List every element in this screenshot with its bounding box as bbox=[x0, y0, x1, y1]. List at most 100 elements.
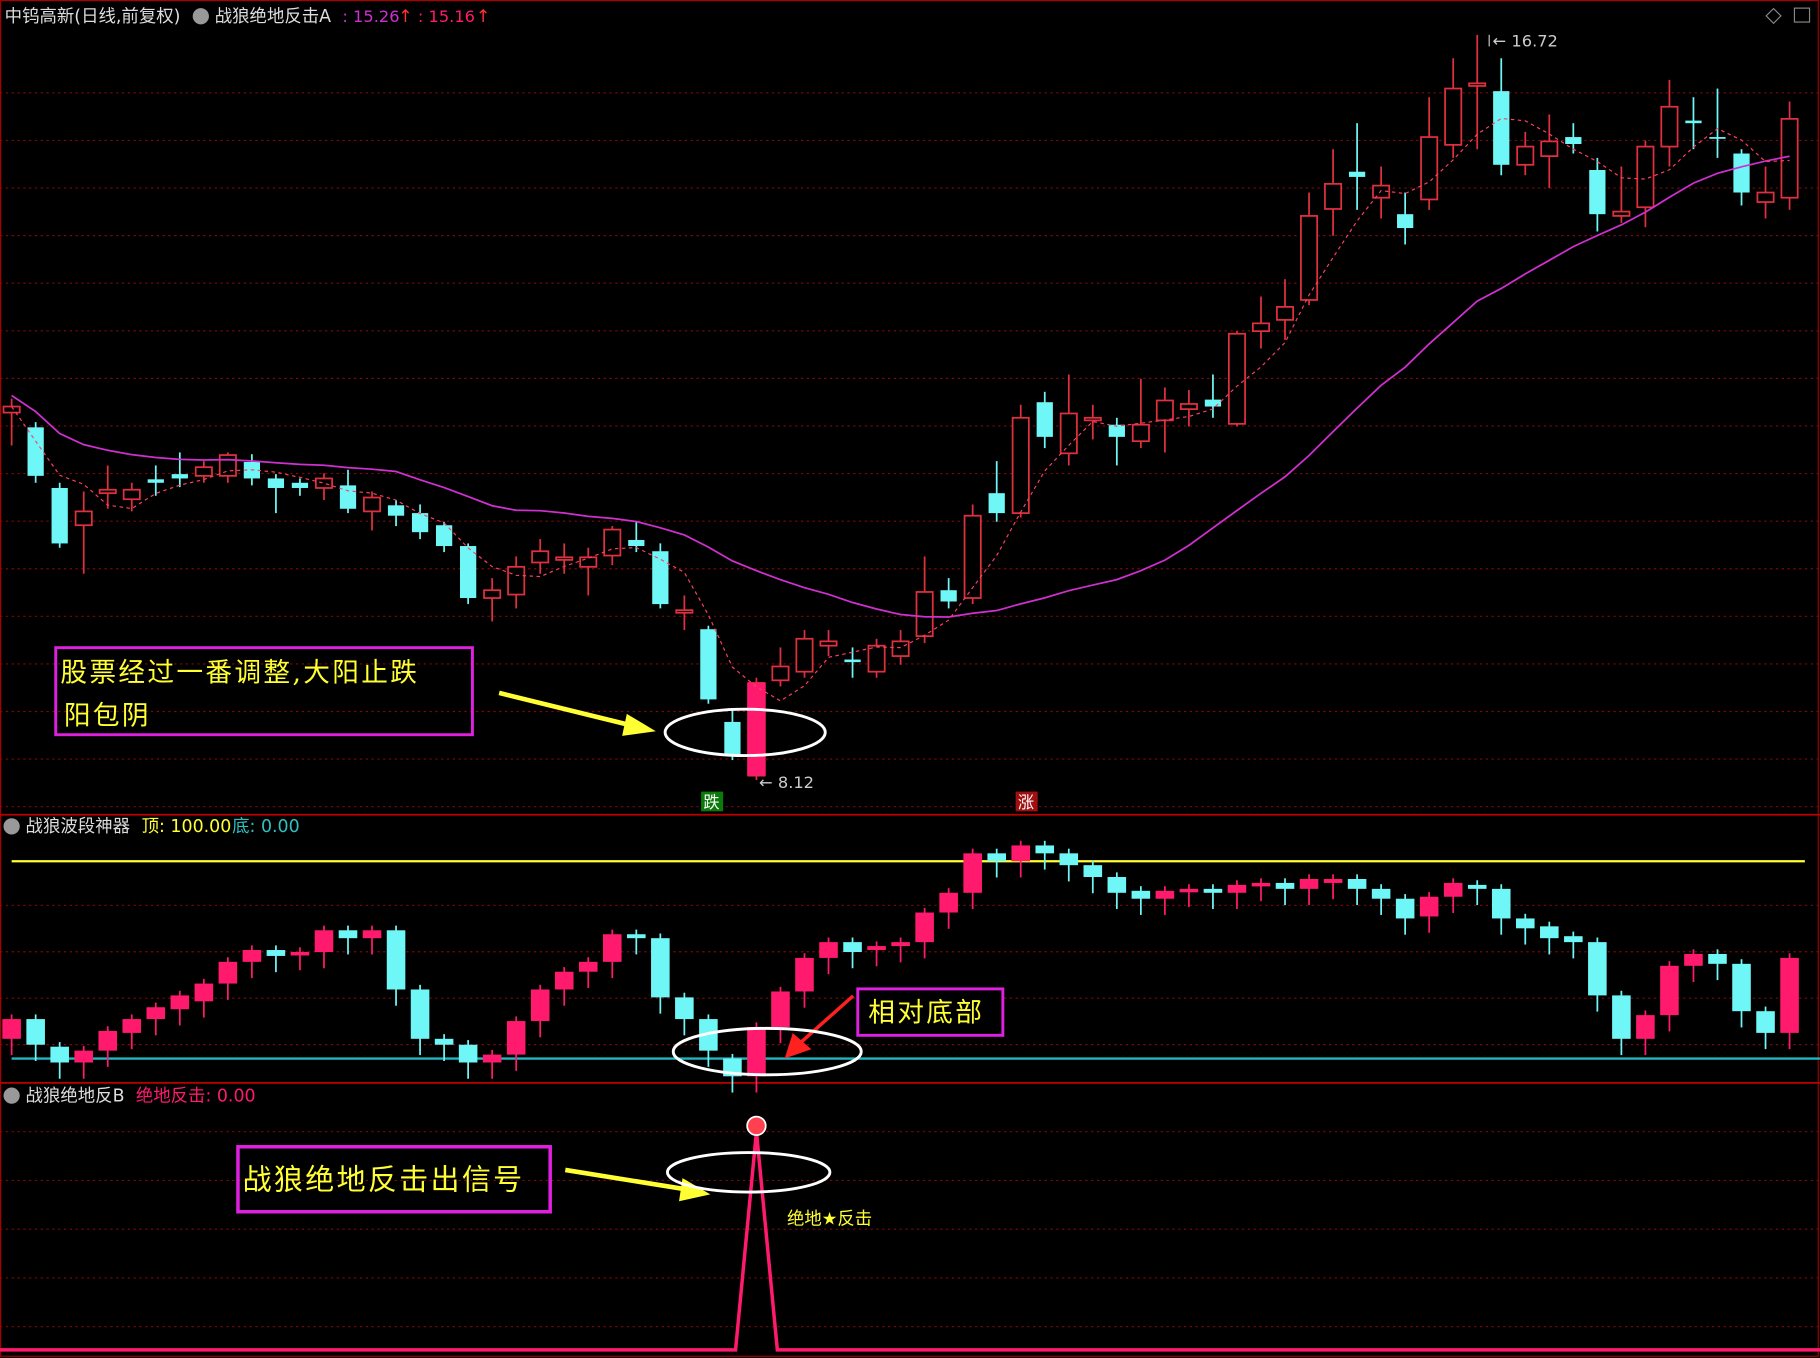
bar-down bbox=[1107, 877, 1127, 893]
candle-up bbox=[1780, 117, 1799, 199]
bar-down bbox=[1131, 890, 1151, 899]
candle-up bbox=[1444, 87, 1463, 146]
candle-up bbox=[1059, 412, 1078, 455]
bar-down bbox=[1083, 865, 1103, 878]
indicator-name: 战狼绝地反击A bbox=[215, 7, 331, 27]
window-icon[interactable] bbox=[1793, 7, 1811, 23]
candle-up bbox=[555, 556, 574, 561]
bar-up bbox=[578, 961, 598, 972]
bar-down bbox=[651, 938, 670, 998]
bar-up bbox=[771, 991, 790, 1027]
candle-up bbox=[915, 591, 934, 638]
bar-down bbox=[1564, 936, 1583, 943]
candle-up bbox=[1612, 210, 1631, 217]
bar-down bbox=[410, 989, 430, 1039]
candle-down bbox=[1348, 171, 1366, 177]
candle-down bbox=[1733, 153, 1750, 193]
candle-down bbox=[652, 551, 669, 605]
bar-down bbox=[1708, 953, 1727, 964]
candle-up bbox=[507, 565, 526, 596]
bar-up bbox=[1660, 965, 1679, 1016]
candle-down bbox=[940, 590, 957, 602]
candle-up bbox=[1155, 399, 1174, 422]
bar-down bbox=[1588, 942, 1607, 996]
panel2-bottom-value: 底: 0.00 bbox=[232, 817, 300, 837]
bar-up bbox=[1227, 884, 1247, 893]
indicator-toggle-icon[interactable] bbox=[192, 8, 209, 25]
reversal-candle bbox=[747, 682, 766, 776]
candle-up bbox=[1756, 191, 1775, 203]
candle-up bbox=[603, 528, 622, 557]
candle-up bbox=[194, 466, 213, 477]
annotation-box bbox=[54, 646, 474, 737]
bar-down bbox=[1203, 888, 1223, 893]
bar-up bbox=[1419, 896, 1439, 917]
low-price-label: ← 8.12 bbox=[759, 773, 814, 792]
indicator-toggle-icon[interactable] bbox=[3, 1087, 20, 1104]
candle-up bbox=[771, 665, 790, 682]
annotation-arrow bbox=[799, 994, 855, 1044]
candle-up bbox=[122, 488, 141, 501]
bar-down bbox=[26, 1019, 45, 1045]
bar-up bbox=[602, 934, 622, 962]
bar-up bbox=[74, 1050, 93, 1063]
indicator-value-2: : 15.16 bbox=[418, 7, 475, 26]
bar-up bbox=[98, 1030, 118, 1051]
indicator-toggle-icon[interactable] bbox=[3, 818, 20, 835]
indicator-value-1: : 15.26 bbox=[342, 7, 399, 26]
rise-marker-text: 涨 bbox=[1018, 793, 1034, 812]
bar-down bbox=[1371, 888, 1391, 899]
bar-up bbox=[122, 1019, 142, 1033]
candle-up bbox=[1468, 82, 1487, 87]
candle-down bbox=[844, 659, 861, 663]
bar-down bbox=[1612, 995, 1631, 1039]
candle-down bbox=[1204, 399, 1222, 407]
main-header: 中钨高新(日线,前复权) 战狼绝地反击A : 15.26 ↑ : 15.16 ↑ bbox=[5, 7, 491, 27]
candle-up bbox=[867, 644, 886, 673]
candle-down bbox=[1709, 137, 1726, 139]
diamond-icon[interactable] bbox=[1765, 7, 1782, 25]
bar-up bbox=[1299, 878, 1319, 889]
bar-down bbox=[1275, 882, 1295, 889]
candle-down bbox=[435, 525, 453, 547]
panel3-value: 绝地反击: 0.00 bbox=[136, 1086, 256, 1106]
bar-up bbox=[795, 957, 814, 992]
candle-up bbox=[1227, 332, 1246, 425]
candle-down bbox=[147, 479, 164, 483]
bar-up bbox=[1251, 882, 1271, 887]
bar-up bbox=[242, 950, 262, 962]
annotation-box bbox=[236, 1145, 552, 1214]
bar-down bbox=[50, 1046, 69, 1063]
bar-down bbox=[1059, 853, 1079, 866]
candle-up bbox=[531, 550, 550, 564]
candle-up bbox=[1420, 136, 1439, 201]
candle-up bbox=[363, 496, 382, 513]
bar-down bbox=[1540, 926, 1559, 939]
candle-up bbox=[675, 609, 694, 614]
high-price-label: ← 16.72 bbox=[1493, 31, 1558, 50]
candle-up bbox=[819, 640, 838, 647]
bar-up bbox=[530, 989, 550, 1022]
candle-up bbox=[1131, 423, 1150, 443]
candle-down bbox=[700, 629, 717, 700]
fall-marker-text: 跌 bbox=[703, 793, 719, 812]
candle-up bbox=[1179, 403, 1198, 411]
bar-up bbox=[747, 1026, 766, 1077]
short-moving-average-line bbox=[11, 117, 1790, 702]
up-arrow-icon: ↑ bbox=[476, 7, 491, 27]
candle-down bbox=[387, 505, 405, 516]
annotation-text: 战狼绝地反击出信号 bbox=[243, 1163, 525, 1197]
main-candles bbox=[2, 34, 1799, 780]
bar-up bbox=[170, 995, 190, 1010]
annotation-text: 相对底部 bbox=[868, 997, 984, 1028]
bar-up bbox=[819, 942, 838, 958]
bar-up bbox=[1011, 845, 1031, 862]
bar-up bbox=[506, 1021, 526, 1055]
signal-dot-icon bbox=[746, 1115, 767, 1137]
candle-up bbox=[74, 510, 93, 527]
grid-lines bbox=[0, 92, 1820, 1328]
candle-down bbox=[1589, 169, 1606, 215]
panel2-title: 战狼波段神器 bbox=[26, 817, 130, 837]
bar-down bbox=[1035, 845, 1055, 854]
